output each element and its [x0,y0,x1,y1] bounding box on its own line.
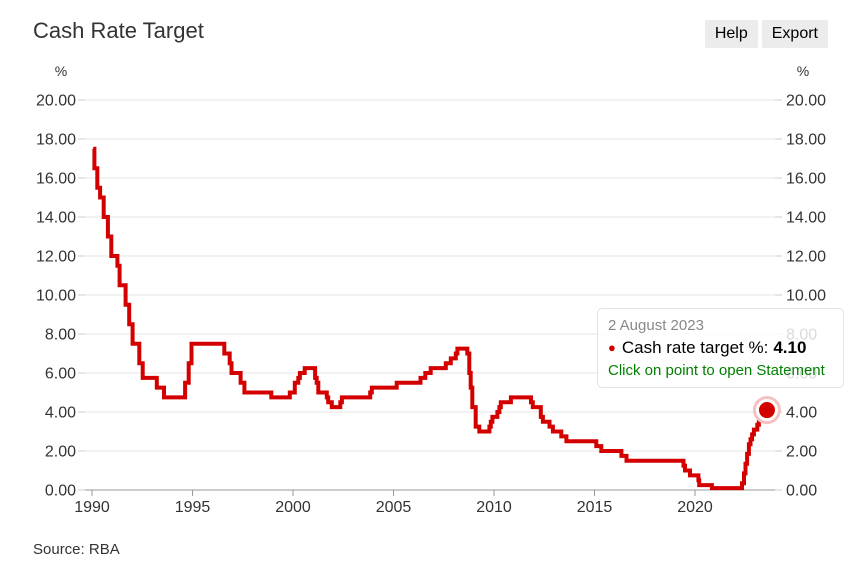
y-axis-label-right: 14.00 [786,210,826,227]
tooltip-hint: Click on point to open Statement [608,362,825,379]
y-axis-label-left: 16.00 [36,171,76,188]
y-axis-label-left: 2.00 [45,444,76,461]
x-axis-label: 1990 [74,499,110,516]
y-axis-label-right: 12.00 [786,249,826,266]
y-axis-label-left: 4.00 [45,405,76,422]
y-axis-label-left: 12.00 [36,249,76,266]
x-axis-label: 2015 [577,499,613,516]
x-axis-label: 2010 [476,499,512,516]
y-axis-label-right: 10.00 [786,288,826,305]
tooltip-series-line: ● Cash rate target %: 4.10 [608,336,843,360]
y-axis-label-left: 8.00 [45,327,76,344]
page-title: Cash Rate Target [33,18,204,43]
export-button[interactable]: Export [761,20,828,48]
y-axis-label-left: 6.00 [45,366,76,383]
y-axis-label-left: 10.00 [36,288,76,305]
y-axis-label-right: 20.00 [786,93,826,110]
y-axis-label-left: 18.00 [36,132,76,149]
y-axis-label-left: 14.00 [36,210,76,227]
x-axis-label: 2020 [677,499,713,516]
series-marker-bullet-icon: ● [608,340,616,355]
cash-rate-line[interactable] [92,146,767,491]
tooltip-series-label: Cash rate target %: [621,338,769,357]
y-axis-unit-left: % [54,63,68,79]
y-axis-label-left: 20.00 [36,93,76,110]
y-axis-unit-right: % [796,63,810,79]
tooltip: 2 August 2023 ● Cash rate target %: 4.10 C… [597,308,844,388]
header-buttons: Help Export [704,20,828,48]
y-axis-label-right: 4.00 [786,405,817,422]
y-axis-label-right: 16.00 [786,171,826,188]
y-axis-label-right: 2.00 [786,444,817,461]
help-button[interactable]: Help [704,20,758,48]
last-point-marker[interactable] [758,402,775,419]
x-axis-label: 2000 [275,499,311,516]
y-axis-label-right: 18.00 [786,132,826,149]
y-axis-label-left: 0.00 [45,483,76,500]
tooltip-date: 2 August 2023 [608,317,704,334]
x-axis-label: 1995 [175,499,211,516]
source-note: Source: RBA [33,541,120,558]
y-axis-label-right: 0.00 [786,483,817,500]
tooltip-value: 4.10 [773,338,807,357]
x-axis-label: 2005 [376,499,412,516]
